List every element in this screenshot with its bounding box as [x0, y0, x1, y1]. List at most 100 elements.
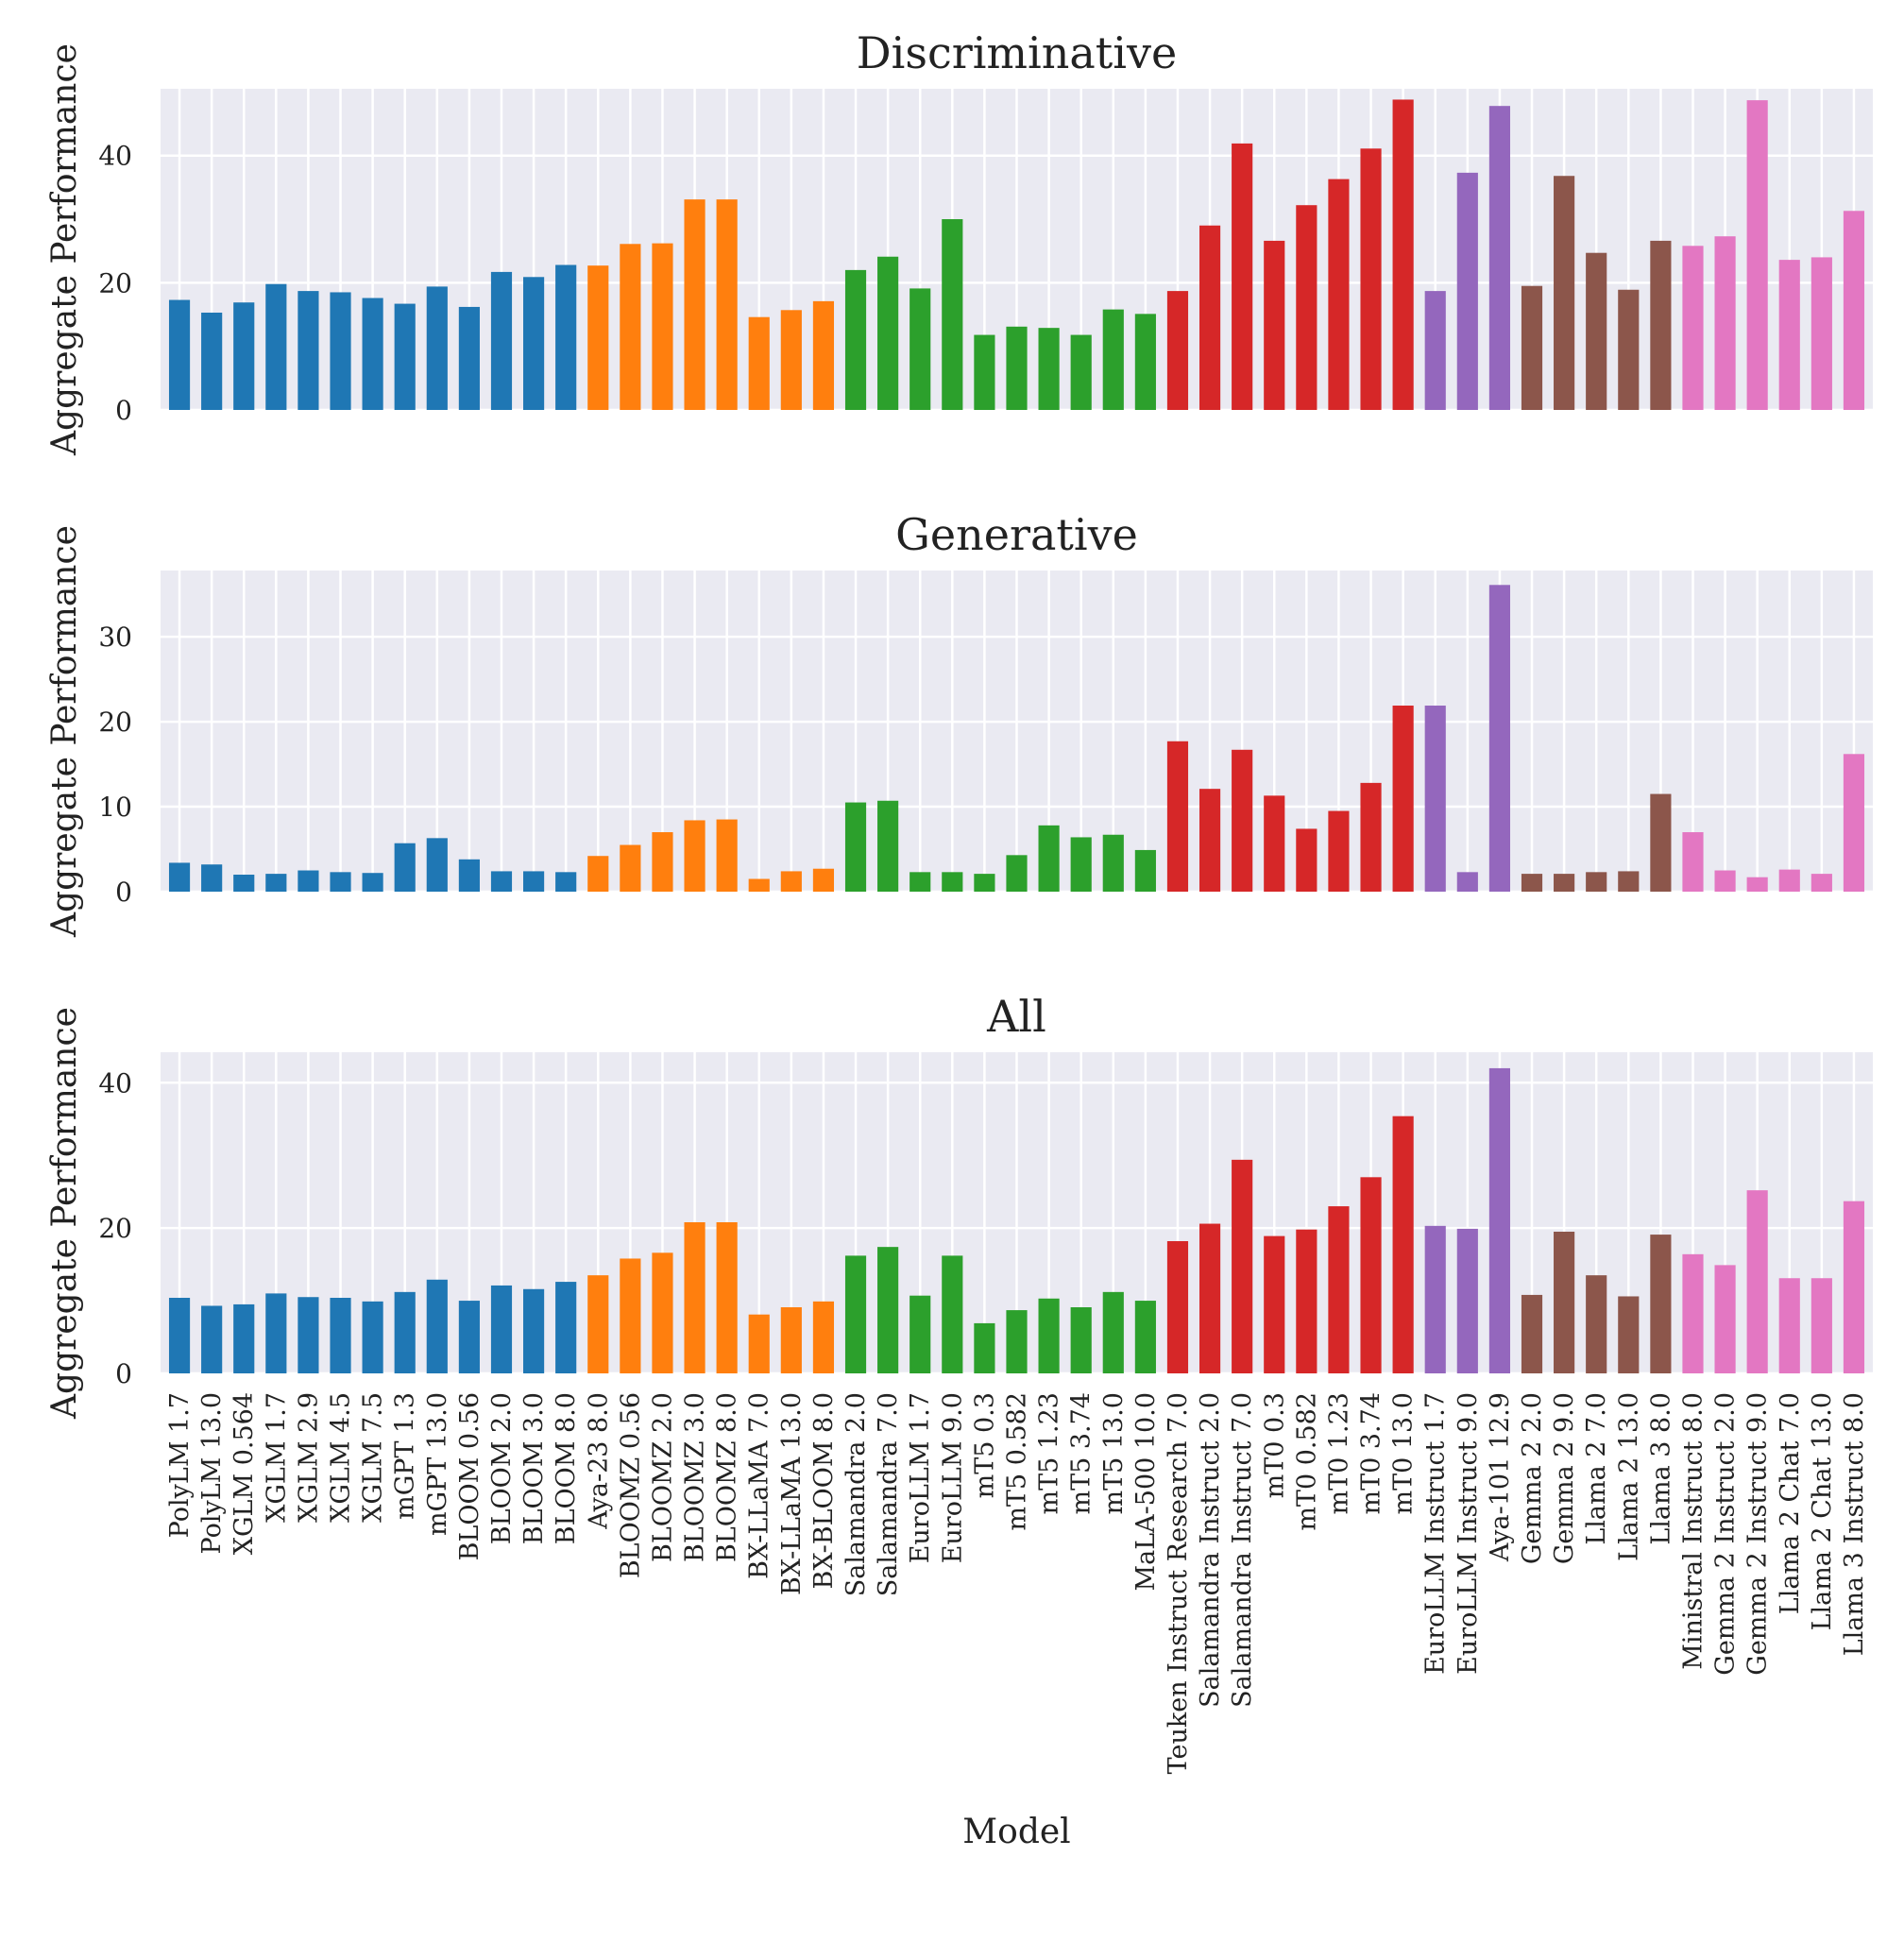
x-tick-label: mT5 0.3: [970, 1392, 999, 1498]
bar-generative-6: [330, 872, 351, 892]
bar-all-39: [1392, 1116, 1414, 1373]
bar-generative-49: [1714, 870, 1736, 892]
bar-generative-9: [426, 838, 448, 892]
x-tick-label: Llama 2 7.0: [1582, 1392, 1611, 1545]
bar-discriminative-49: [1714, 236, 1736, 410]
bar-generative-38: [1360, 782, 1382, 892]
y-axis-label: Aggregate Performance: [45, 1007, 84, 1420]
bar-generative-18: [716, 819, 738, 892]
y-tick-label: 0: [115, 395, 132, 426]
bar-all-29: [1070, 1307, 1092, 1373]
bar-all-46: [1618, 1296, 1640, 1373]
bar-discriminative-50: [1746, 100, 1768, 411]
y-tick-label: 40: [98, 1067, 132, 1099]
x-tick-label: Aya-23 8.0: [584, 1392, 613, 1530]
bar-discriminative-39: [1392, 99, 1414, 410]
x-tick-label: Gemma 2 Instruct 9.0: [1743, 1392, 1773, 1676]
bar-all-41: [1456, 1228, 1478, 1373]
x-tick-label: mGPT 13.0: [423, 1392, 452, 1536]
bar-discriminative-52: [1810, 257, 1832, 410]
bar-discriminative-48: [1682, 246, 1704, 410]
bar-all-10: [458, 1301, 480, 1373]
bar-all-19: [748, 1314, 770, 1373]
x-tick-label: XGLM 7.5: [359, 1392, 388, 1523]
bar-generative-10: [458, 859, 480, 892]
y-tick-label: 20: [98, 1213, 132, 1244]
bar-generative-31: [1134, 849, 1156, 892]
bar-discriminative-4: [265, 283, 287, 410]
x-tick-label: PolyLM 13.0: [197, 1392, 227, 1555]
bar-generative-35: [1264, 795, 1285, 892]
bar-discriminative-11: [490, 271, 513, 410]
bar-discriminative-31: [1134, 314, 1156, 410]
bar-discriminative-6: [330, 292, 351, 410]
bar-all-52: [1810, 1278, 1832, 1373]
bar-all-21: [812, 1301, 835, 1373]
bar-discriminative-9: [426, 286, 448, 410]
bar-all-8: [394, 1291, 416, 1373]
x-tick-label: Gemma 2 2.0: [1518, 1392, 1547, 1564]
bar-discriminative-28: [1038, 328, 1060, 410]
bar-discriminative-32: [1166, 291, 1189, 410]
x-tick-label: mT0 1.23: [1324, 1392, 1353, 1515]
bar-generative-40: [1424, 706, 1446, 892]
bar-generative-22: [844, 802, 867, 892]
x-tick-label: BLOOMZ 2.0: [648, 1392, 677, 1562]
bar-discriminative-17: [684, 199, 706, 410]
panel-title: All: [986, 991, 1046, 1042]
x-tick-label: Teuken Instruct Research 7.0: [1164, 1392, 1193, 1774]
x-tick-label: Salamandra 2.0: [842, 1392, 871, 1596]
bar-all-2: [201, 1305, 223, 1373]
bar-discriminative-3: [233, 302, 255, 410]
bar-generative-25: [942, 872, 963, 892]
y-tick-label: 40: [98, 141, 132, 172]
x-tick-label: BLOOMZ 0.56: [616, 1392, 645, 1578]
bar-discriminative-33: [1198, 225, 1221, 410]
bar-discriminative-15: [620, 244, 641, 410]
x-tick-label: BX-BLOOM 8.0: [809, 1392, 839, 1589]
y-axis-label: Aggregate Performance: [45, 43, 84, 456]
y-tick-label: 0: [115, 1358, 132, 1389]
bar-discriminative-36: [1296, 205, 1318, 410]
bar-discriminative-22: [844, 269, 867, 410]
x-tick-label: BLOOMZ 8.0: [713, 1392, 742, 1562]
bar-generative-23: [877, 800, 899, 892]
y-tick-label: 30: [98, 622, 132, 653]
bar-all-26: [974, 1322, 995, 1373]
bar-all-53: [1843, 1201, 1865, 1373]
bar-discriminative-8: [394, 303, 416, 410]
panel-title: Generative: [895, 509, 1138, 560]
bar-generative-50: [1746, 877, 1768, 892]
panel-discriminative: 0 20 40 Discriminative Aggregate Performance: [45, 27, 1873, 456]
y-tick-label: 10: [98, 792, 132, 823]
bar-discriminative-7: [362, 298, 383, 410]
bar-all-9: [426, 1279, 448, 1373]
bar-discriminative-41: [1456, 172, 1478, 410]
panel-title: Discriminative: [857, 27, 1177, 78]
bar-all-45: [1586, 1275, 1607, 1373]
bar-discriminative-46: [1618, 289, 1640, 410]
bar-all-36: [1296, 1229, 1318, 1373]
bar-all-15: [620, 1258, 641, 1373]
x-tick-label: mT0 3.74: [1357, 1392, 1386, 1515]
bar-discriminative-40: [1424, 291, 1446, 410]
bar-discriminative-24: [910, 288, 931, 410]
bar-all-34: [1232, 1159, 1253, 1373]
bar-generative-39: [1392, 706, 1414, 892]
bar-all-11: [490, 1285, 513, 1373]
bar-all-18: [716, 1222, 738, 1373]
bar-generative-2: [201, 864, 223, 892]
x-tick-label: Salamandra 7.0: [874, 1392, 903, 1596]
bar-generative-36: [1296, 828, 1318, 892]
x-tick-label: Llama 2 13.0: [1614, 1392, 1643, 1561]
bar-all-43: [1521, 1294, 1543, 1373]
bar-all-50: [1746, 1190, 1768, 1373]
bar-all-51: [1778, 1278, 1800, 1373]
bar-discriminative-53: [1843, 211, 1865, 410]
bar-all-7: [362, 1301, 383, 1373]
bar-discriminative-23: [877, 256, 899, 410]
bar-discriminative-34: [1232, 143, 1253, 410]
bar-generative-33: [1198, 789, 1221, 892]
x-tick-label: BLOOMZ 3.0: [681, 1392, 710, 1562]
